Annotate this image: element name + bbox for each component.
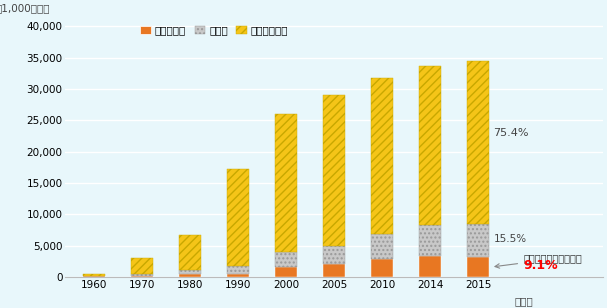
Bar <box>227 274 249 277</box>
Text: （年）: （年） <box>514 296 533 306</box>
Text: 排出量に占める割合：: 排出量に占める割合： <box>524 253 582 263</box>
Bar <box>324 95 345 245</box>
Bar <box>83 274 105 276</box>
Bar <box>276 114 297 252</box>
Bar <box>179 270 201 274</box>
Bar <box>131 274 153 276</box>
Bar <box>227 169 249 266</box>
Bar <box>467 224 489 257</box>
Bar <box>419 256 441 277</box>
Bar <box>467 257 489 277</box>
Bar <box>179 235 201 270</box>
Legend: リサイクル, 熱回収, 埋め立て処理: リサイクル, 熱回収, 埋め立て処理 <box>140 26 288 35</box>
Text: 75.4%: 75.4% <box>493 128 529 138</box>
Bar <box>227 266 249 274</box>
Bar <box>276 252 297 267</box>
Text: （1,000トン）: （1,000トン） <box>0 3 50 13</box>
Text: 9.1%: 9.1% <box>524 259 558 272</box>
Bar <box>131 258 153 274</box>
Bar <box>83 276 105 277</box>
Bar <box>371 259 393 277</box>
Bar <box>324 264 345 277</box>
Bar <box>324 245 345 264</box>
Bar <box>179 274 201 277</box>
Bar <box>371 234 393 259</box>
Text: 15.5%: 15.5% <box>493 234 526 244</box>
Bar <box>419 66 441 225</box>
Bar <box>467 61 489 224</box>
Bar <box>131 276 153 277</box>
Bar <box>419 225 441 256</box>
Bar <box>371 78 393 234</box>
Bar <box>276 267 297 277</box>
